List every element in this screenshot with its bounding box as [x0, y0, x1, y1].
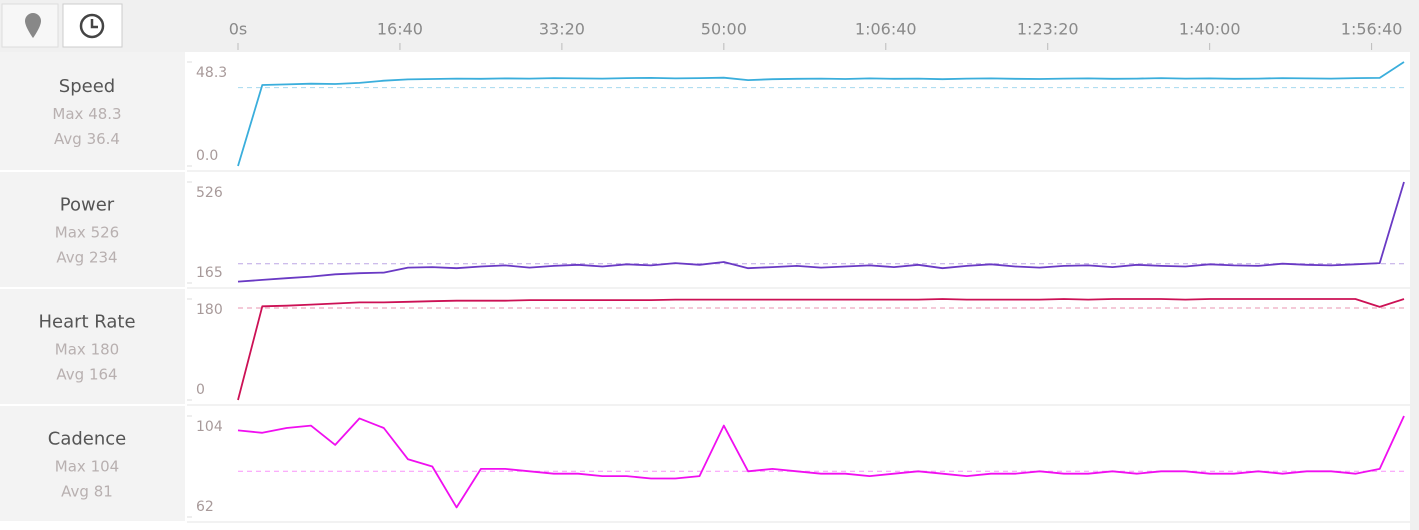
map-button[interactable]	[1, 3, 59, 48]
y-tick-label: 104	[196, 419, 223, 435]
panel-plot-bg	[187, 289, 1410, 404]
stat-value: 526	[91, 223, 120, 241]
y-tick-label: 526	[196, 185, 223, 201]
panel-plot-bg	[187, 406, 1410, 521]
x-tick-label: 1:40:00	[1179, 20, 1241, 39]
x-tick-label: 1:06:40	[855, 20, 917, 39]
panel-stat: Avg 164	[56, 365, 117, 383]
panel-stat: Max 104	[55, 457, 119, 475]
x-tick-label: 33:20	[539, 20, 585, 39]
stat-label: Avg	[54, 130, 82, 148]
panel-label-bg	[0, 52, 185, 170]
toolbar	[0, 0, 1419, 52]
stat-value: 104	[91, 457, 120, 475]
stat-label: Avg	[56, 365, 84, 383]
y-tick-label: 0	[196, 382, 205, 398]
stat-label: Max	[55, 457, 86, 475]
series-line	[237, 61, 1405, 167]
y-tick-label: 165	[196, 265, 223, 281]
panel-plot-bg	[187, 52, 1410, 170]
panel-title: Power	[60, 195, 115, 216]
y-tick-label: 48.3	[196, 65, 227, 81]
panel-title: Cadence	[48, 429, 126, 450]
panel-stat: Max 180	[55, 340, 119, 358]
stat-label: Max	[55, 223, 86, 241]
panel-stat: Max 526	[55, 223, 119, 241]
scrollbar	[1410, 52, 1419, 530]
x-tick-label: 16:40	[377, 20, 423, 39]
panel-stat: Max 48.3	[52, 105, 121, 123]
panel-title: Heart Rate	[38, 312, 135, 333]
panel-plot-bg	[187, 172, 1410, 287]
x-tick-label: 1:23:20	[1017, 20, 1079, 39]
x-tick-label: 1:56:40	[1341, 20, 1403, 39]
panel-title: Speed	[59, 76, 115, 97]
panel-label-bg	[0, 172, 185, 287]
stat-value: 36.4	[87, 130, 120, 148]
stat-label: Max	[52, 105, 83, 123]
y-tick-label: 62	[196, 499, 214, 515]
panel-stat: Avg 234	[56, 248, 117, 266]
stat-value: 164	[89, 365, 118, 383]
stat-label: Avg	[61, 482, 89, 500]
y-tick-label: 180	[196, 302, 223, 318]
x-tick-label: 0s	[229, 20, 248, 39]
stat-value: 180	[91, 340, 120, 358]
series-line	[237, 181, 1405, 283]
time-button[interactable]	[62, 3, 123, 48]
series-line	[237, 298, 1405, 401]
panel-label-bg	[0, 406, 185, 521]
panel-stat: Avg 36.4	[54, 130, 120, 148]
panel-stat: Avg 81	[61, 482, 113, 500]
x-tick-label: 50:00	[701, 20, 747, 39]
stat-value: 81	[94, 482, 113, 500]
y-tick-label: 0.0	[196, 148, 218, 164]
series-line	[237, 415, 1405, 509]
stat-label: Max	[55, 340, 86, 358]
panel-label-bg	[0, 289, 185, 404]
stat-value: 234	[89, 248, 118, 266]
stat-value: 48.3	[88, 105, 121, 123]
stat-label: Avg	[56, 248, 84, 266]
